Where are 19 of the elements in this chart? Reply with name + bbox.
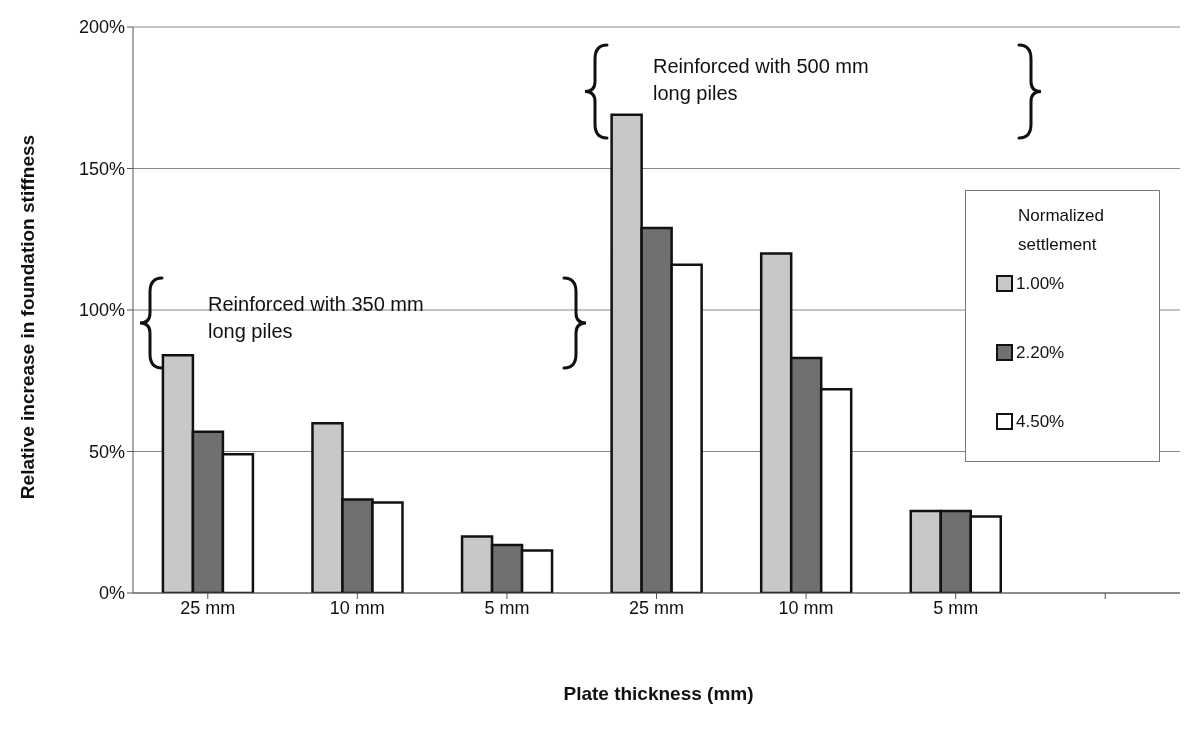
y-axis-title: Relative increase in foundation stiffness (17, 134, 39, 499)
y-tick-label: 150% (78, 158, 125, 179)
x-tick-label: 25 mm (180, 597, 236, 618)
legend-label: 2.20% (1016, 342, 1065, 363)
annotation: Reinforced with 500 mm long piles (653, 54, 870, 106)
legend-title: Normalized settlement (1018, 205, 1105, 256)
x-tick-label: 10 mm (778, 597, 834, 618)
legend-label: 1.00% (1016, 273, 1065, 294)
legend-label: 4.50% (1016, 411, 1065, 432)
annotation: Reinforced with 350 mm long piles (208, 292, 425, 344)
y-tick-label: 50% (88, 441, 125, 462)
x-tick-label: 10 mm (329, 597, 385, 618)
x-tick-label: 25 mm (628, 597, 685, 618)
x-tick-label: 5 mm (484, 597, 530, 618)
x-tick-label: 5 mm (933, 597, 979, 618)
y-tick-label: 200% (78, 17, 125, 38)
x-axis-title: Plate thickness (mm) (562, 683, 755, 705)
y-tick-label: 100% (78, 300, 125, 321)
y-tick-label: 0% (98, 583, 125, 604)
